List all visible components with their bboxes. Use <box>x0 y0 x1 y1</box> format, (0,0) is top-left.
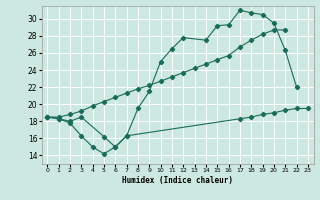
X-axis label: Humidex (Indice chaleur): Humidex (Indice chaleur) <box>122 176 233 185</box>
